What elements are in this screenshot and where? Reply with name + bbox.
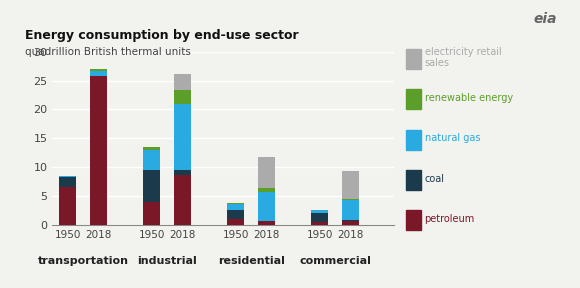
Bar bbox=[258, 157, 276, 188]
Bar bbox=[90, 69, 107, 71]
Bar bbox=[59, 187, 77, 225]
Bar bbox=[227, 210, 244, 219]
Bar bbox=[311, 222, 328, 225]
Text: transportation: transportation bbox=[38, 256, 129, 266]
Bar bbox=[175, 90, 191, 104]
Bar bbox=[143, 147, 160, 150]
Text: Energy consumption by end-use sector: Energy consumption by end-use sector bbox=[25, 29, 299, 42]
Bar bbox=[227, 219, 244, 225]
Bar bbox=[258, 221, 276, 225]
Text: industrial: industrial bbox=[137, 256, 197, 266]
Bar bbox=[90, 76, 107, 225]
Text: eia: eia bbox=[533, 12, 557, 26]
Text: quadrillion British thermal units: quadrillion British thermal units bbox=[25, 47, 191, 57]
Bar bbox=[143, 150, 160, 170]
Bar bbox=[143, 170, 160, 202]
Bar bbox=[227, 204, 244, 210]
Bar bbox=[342, 200, 360, 220]
Text: coal: coal bbox=[425, 174, 444, 183]
Text: natural gas: natural gas bbox=[425, 133, 480, 143]
Bar bbox=[342, 220, 360, 221]
Bar bbox=[175, 104, 191, 170]
Bar bbox=[311, 210, 328, 213]
Text: petroleum: petroleum bbox=[425, 214, 475, 224]
Text: commercial: commercial bbox=[299, 256, 371, 266]
Bar bbox=[175, 170, 191, 175]
Bar bbox=[59, 176, 77, 177]
Bar bbox=[59, 177, 77, 187]
Text: renewable energy: renewable energy bbox=[425, 93, 513, 103]
Bar bbox=[258, 188, 276, 192]
Bar bbox=[227, 203, 244, 204]
Bar bbox=[342, 199, 360, 200]
Bar bbox=[342, 221, 360, 225]
Bar bbox=[342, 171, 360, 199]
Bar bbox=[90, 71, 107, 76]
Text: electricity retail
sales: electricity retail sales bbox=[425, 47, 501, 69]
Bar bbox=[175, 175, 191, 225]
Text: residential: residential bbox=[218, 256, 285, 266]
Bar bbox=[311, 213, 328, 222]
Bar bbox=[143, 202, 160, 225]
Bar bbox=[175, 74, 191, 90]
Bar bbox=[258, 192, 276, 221]
